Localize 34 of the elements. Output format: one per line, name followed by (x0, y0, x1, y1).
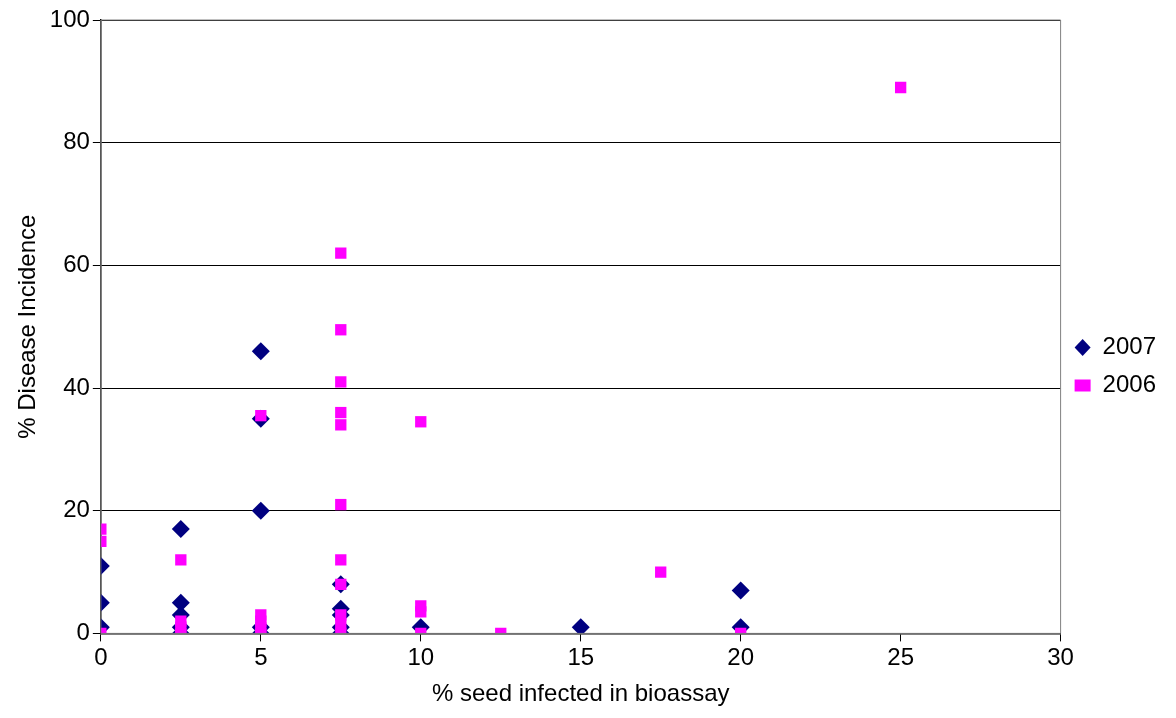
y-tick-label: 20 (63, 495, 90, 523)
point (251, 342, 270, 361)
point (335, 406, 347, 419)
x-tick-label: 10 (407, 643, 435, 671)
y-tick-label: 100 (49, 4, 90, 32)
x-tick-label: 15 (567, 643, 595, 671)
point (894, 81, 907, 94)
y-tick-label: 80 (63, 127, 90, 155)
x-tick-label: 0 (94, 643, 108, 671)
point (335, 554, 347, 566)
point (335, 324, 347, 336)
point (335, 419, 347, 431)
point (335, 498, 347, 511)
point (251, 501, 270, 520)
x-tick-label: 5 (254, 643, 268, 671)
point (171, 520, 190, 539)
y-tick-label: 0 (76, 618, 90, 646)
legend-label: 2007 (1102, 332, 1156, 360)
point (335, 376, 347, 388)
point (415, 606, 427, 618)
y-axis-title: % Disease Incidence (13, 214, 41, 439)
x-tick-label: 20 (727, 643, 755, 671)
y-tick-label: 60 (63, 249, 90, 277)
point (571, 618, 590, 634)
x-axis-title: % seed infected in bioassay (431, 679, 730, 707)
x-tick-label: 30 (1047, 643, 1074, 671)
point (415, 416, 427, 428)
x-tick-label: 25 (887, 643, 914, 671)
y-tick-label: 40 (63, 372, 90, 400)
legend-label: 2006 (1102, 370, 1156, 398)
point (731, 581, 750, 600)
point (655, 566, 667, 578)
point (175, 554, 187, 566)
point (335, 247, 347, 259)
